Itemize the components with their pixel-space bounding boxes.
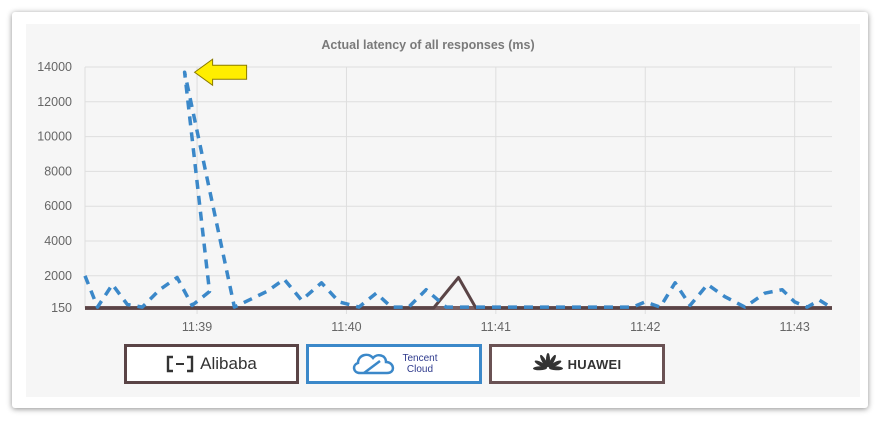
- y-tick-label: 2000: [44, 269, 72, 283]
- x-tick-label: 11:39: [182, 320, 212, 334]
- chart-panel: [26, 24, 860, 397]
- y-tick-label: 10000: [37, 130, 72, 144]
- legend-tencent-button[interactable]: Tencent Cloud: [306, 344, 482, 384]
- x-tick-label: 11:42: [630, 320, 660, 334]
- y-axis-ticks: 150 2000 4000 6000 8000 10000 12000 14000: [37, 60, 72, 315]
- x-tick-label: 11:41: [481, 320, 511, 334]
- legend-huawei-button[interactable]: HUAWEI: [489, 344, 665, 384]
- chart-annotations: [193, 58, 248, 87]
- legend-tencent-line2: Cloud: [406, 364, 434, 375]
- y-tick-label: 14000: [37, 60, 72, 74]
- x-tick-label: 11:43: [779, 320, 809, 334]
- y-tick-label: 150: [51, 301, 72, 315]
- y-tick-label: 12000: [37, 95, 72, 109]
- chart-grid: [84, 66, 832, 314]
- x-axis-ticks: 11:39 11:40 11:41 11:42 11:43: [182, 320, 810, 334]
- huawei-logo-icon: [532, 353, 563, 371]
- legend-huawei-label: HUAWEI: [567, 356, 622, 372]
- y-tick-label: 8000: [44, 164, 72, 178]
- y-tick-label: 4000: [44, 234, 72, 248]
- tencent-cloud-logo-icon: [353, 353, 395, 375]
- alibaba-logo-icon: [166, 355, 194, 373]
- legend-alibaba-label: Alibaba: [200, 354, 257, 373]
- x-tick-label: 11:40: [331, 320, 361, 334]
- legend-tencent-label: Tencent Cloud: [402, 353, 437, 375]
- chart-series: [83, 70, 833, 310]
- annotation-arrow: [193, 58, 248, 87]
- series-line-tencent-cloud: [83, 70, 833, 310]
- legend-tencent-line1: Tencent: [402, 353, 438, 364]
- y-tick-label: 6000: [44, 199, 72, 213]
- legend-alibaba-button[interactable]: Alibaba: [124, 344, 299, 384]
- chart-title: Actual latency of all responses (ms): [321, 38, 534, 52]
